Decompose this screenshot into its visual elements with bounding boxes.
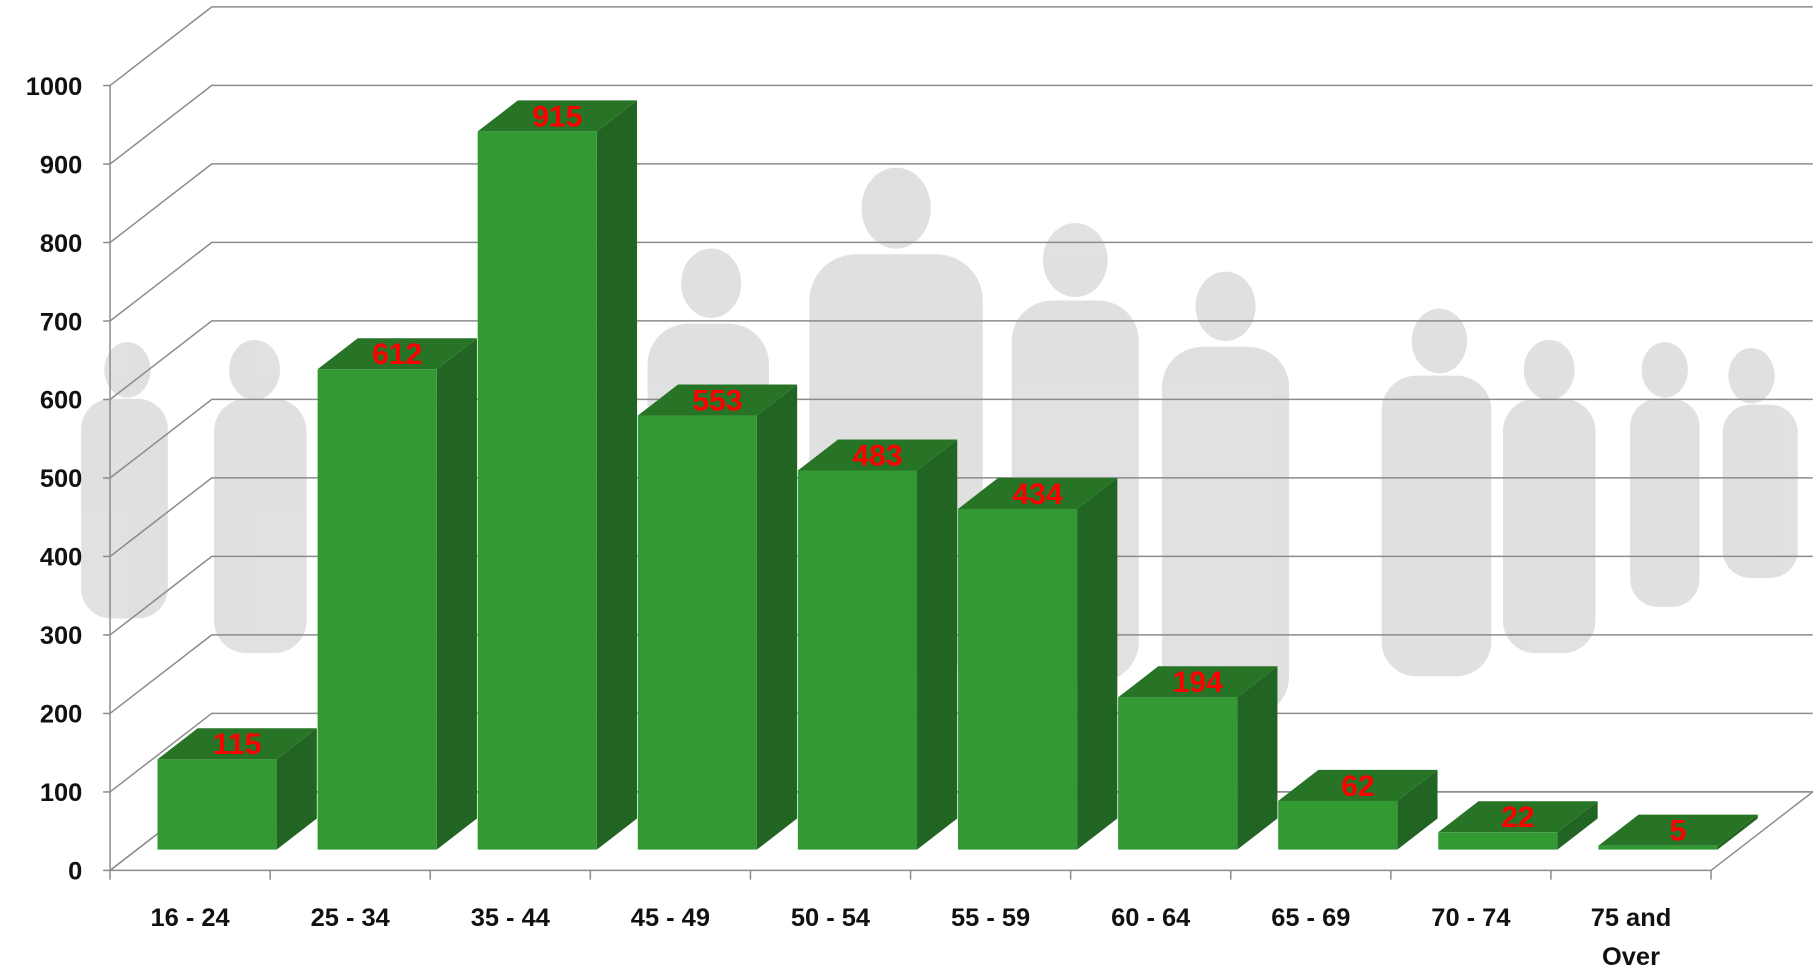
value-label: 553 (692, 384, 742, 417)
x-tick-label: 65 - 69 (1271, 904, 1350, 932)
value-label: 22 (1501, 801, 1534, 834)
bar-side (756, 384, 798, 850)
bar-front (157, 759, 277, 850)
x-tick-label: 75 and Over (1591, 904, 1672, 971)
bar-front (1118, 697, 1238, 850)
bar-side (1397, 769, 1438, 850)
bar-front (477, 131, 597, 850)
y-tick-label: 0 (68, 858, 82, 886)
bar (1438, 801, 1598, 850)
y-tick-label: 700 (40, 308, 82, 336)
bar-front (1598, 845, 1718, 850)
bar-top (317, 338, 477, 370)
bar-front (1278, 800, 1398, 850)
value-label: 62 (1341, 770, 1374, 803)
x-tick-label: 45 - 49 (631, 904, 710, 932)
x-tick-label: 16 - 24 (151, 904, 230, 932)
bars (157, 100, 1758, 850)
y-tick-label: 600 (40, 387, 82, 415)
grid-line (109, 84, 1813, 165)
y-tick-label: 800 (40, 230, 82, 258)
bar-top (1438, 801, 1598, 833)
grid-line (109, 6, 1813, 87)
bar-top (1598, 814, 1758, 846)
value-label: 194 (1173, 666, 1223, 699)
bar-top (797, 439, 958, 471)
bar-side (276, 728, 317, 850)
bar-front (957, 508, 1078, 850)
bar (957, 477, 1118, 850)
bar (477, 100, 638, 850)
bar-top (637, 384, 798, 416)
bar (637, 384, 798, 850)
bar (1598, 814, 1758, 850)
bar-side (436, 338, 477, 850)
bar (1278, 769, 1438, 850)
bar-front (797, 470, 918, 850)
bar-top (1278, 769, 1438, 801)
y-tick-label: 200 (40, 701, 82, 729)
bar (797, 439, 958, 850)
x-tick-label: 55 - 59 (951, 904, 1030, 932)
bar-side (917, 439, 958, 850)
value-label: 434 (1013, 478, 1063, 511)
y-tick-label: 300 (40, 622, 82, 650)
grid-line (109, 163, 1813, 244)
grid-line (109, 477, 1813, 558)
bar-top (957, 477, 1118, 509)
x-tick-label: 60 - 64 (1111, 904, 1190, 932)
bar-side (1077, 477, 1118, 850)
x-tick-label-line: Over (1602, 943, 1660, 971)
x-tick-label: 70 - 74 (1431, 904, 1510, 932)
bar (317, 338, 477, 850)
y-tick-label: 100 (40, 779, 82, 807)
value-label: 612 (372, 338, 422, 371)
bar-front (317, 369, 437, 850)
value-label: 915 (532, 100, 582, 133)
grid-line (109, 241, 1813, 322)
x-tick-label: 25 - 34 (311, 904, 390, 932)
bar-side (1557, 801, 1598, 850)
bar-front (1438, 832, 1558, 850)
labels: 0 100 200 300 400 500 600 700 800 900 1000 115 16 - … (26, 73, 1687, 971)
grid-line (109, 712, 1813, 793)
bar (1118, 666, 1278, 850)
grid-line (109, 634, 1813, 715)
grid-line (109, 320, 1813, 401)
value-label: 115 (213, 728, 261, 761)
y-tick-label: 500 (40, 465, 82, 493)
bar-side (1717, 814, 1758, 850)
value-label: 5 (1670, 815, 1687, 848)
bar-top (1118, 666, 1278, 698)
bar (157, 728, 317, 850)
x-tick-label: 50 - 54 (791, 904, 870, 932)
y-tick-label: 1000 (26, 73, 83, 101)
bar-side (1237, 666, 1278, 850)
grid-line (109, 398, 1813, 479)
grid-line (109, 555, 1813, 636)
value-label: 483 (852, 439, 902, 472)
y-tick-label: 900 (40, 151, 82, 179)
bar-top (477, 100, 638, 132)
bar-top (157, 728, 317, 760)
bar-side (596, 100, 638, 850)
x-tick-label-line: 75 and (1591, 904, 1672, 932)
bar-front (637, 415, 757, 850)
y-tick-label: 400 (40, 544, 82, 572)
x-tick-label: 35 - 44 (471, 904, 550, 932)
